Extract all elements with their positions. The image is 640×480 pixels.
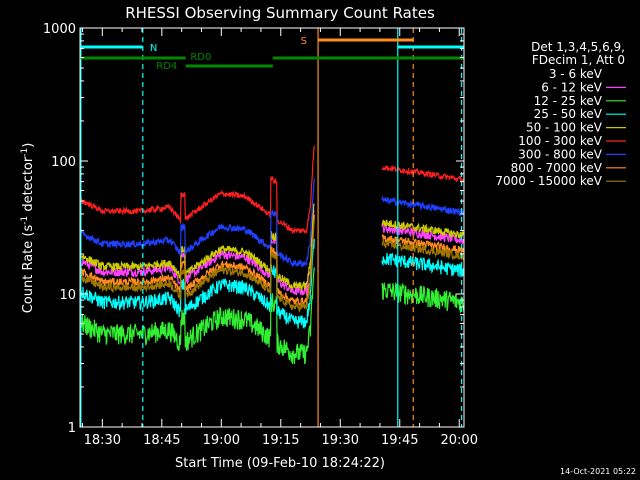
ylabel-post: ) [21,143,36,148]
series-line-4-segment-2 [381,219,465,239]
status-label-0: N [150,43,157,54]
legend-label-6: 300 - 800 keV [518,147,602,161]
legend-label-5: 100 - 300 keV [518,134,602,148]
x-axis: 18:30 18:45 19:00 19:15 19:30 19:45 20:00 [81,28,478,448]
legend-label-7: 800 - 7000 keV [511,161,603,175]
legend-label-0: 3 - 6 keV [549,67,603,81]
legend-header-2: FDecim 1, Att 0 [532,53,625,67]
legend-label-3: 25 - 50 keV [534,107,603,121]
y-tick-label-1: 10 [59,288,76,303]
series-line-8-segment-2 [381,238,465,261]
x-tick-label-2: 19:00 [203,433,240,448]
status-label-2: RD0 [190,52,211,63]
x-tick-label-4: 19:30 [322,433,359,448]
series-line-6-segment-1 [79,178,315,268]
y-tick-label-2: 100 [51,155,76,170]
legend-label-2: 12 - 25 keV [534,94,603,108]
series-line-5-segment-2 [381,164,465,184]
legend-label-4: 50 - 100 keV [526,121,603,135]
series-line-3-segment-2 [381,252,465,278]
x-tick-label-3: 19:15 [262,433,299,448]
series-line-5-segment-1 [79,145,315,235]
x-tick-label-0: 18:30 [84,433,121,448]
status-label-3: RD4 [156,61,177,72]
ylabel-mid: detector [21,156,36,216]
status-label-1: S [301,36,307,47]
series-line-3-segment-1 [79,238,315,329]
y-axis: 1 10 100 1000 [43,22,464,436]
footer-date: 14-Oct-2021 05:22 [560,467,636,476]
chart-title: RHESSI Observing Summary Count Rates [125,4,435,22]
ylabel-sup2: -1 [20,148,30,157]
legend: Det 1,3,4,5,6,9, FDecim 1, Att 0 3 - 6 k… [495,40,626,188]
y-axis-label: Count Rate (s-1 detector-1) [20,143,36,314]
series-line-2-segment-2 [381,281,465,313]
y-tick-label-0: 1 [68,421,76,436]
ylabel-pre: Count Rate (s [21,225,36,314]
ylabel-sup1: -1 [20,216,30,225]
legend-header-1: Det 1,3,4,5,6,9, [531,40,625,54]
y-tick-label-3: 1000 [43,22,76,37]
series-line-6-segment-2 [381,195,465,217]
legend-label-8: 7000 - 15000 keV [495,174,602,188]
x-tick-label-6: 20:00 [441,433,478,448]
x-axis-label: Start Time (09-Feb-10 18:24:22) [175,456,385,471]
legend-label-1: 6 - 12 keV [541,80,603,94]
series-line-2-segment-1 [79,267,315,365]
series-line-4-segment-1 [79,203,315,293]
x-tick-label-1: 18:45 [143,433,180,448]
x-tick-label-5: 19:45 [381,433,418,448]
plot-frame [79,27,465,428]
series-line-8-segment-1 [79,219,315,313]
plot-area: N S RD0 RD4 [79,28,465,427]
